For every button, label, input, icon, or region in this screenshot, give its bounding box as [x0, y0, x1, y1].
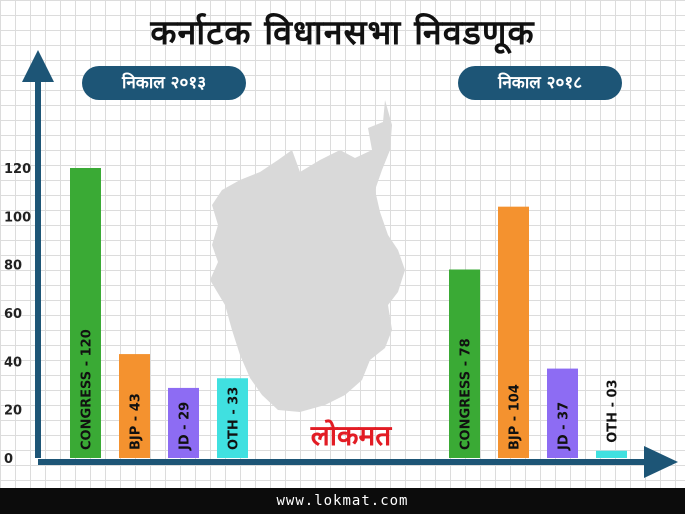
result-2013-label: निकाल २०१३ — [82, 66, 246, 100]
bar-label: JD - 29 — [178, 402, 193, 451]
y-tick-label: 100 — [4, 210, 31, 225]
bar-congress-0 — [70, 168, 101, 458]
karnataka-map-shape — [210, 95, 405, 412]
y-tick-label: 60 — [4, 307, 22, 322]
bar-jd-1 — [547, 368, 578, 458]
y-tick-label: 40 — [4, 355, 22, 370]
x-axis-arrow — [644, 446, 678, 478]
bar-bjp-1 — [498, 206, 529, 458]
lokmat-logo-text: लोकमत — [310, 419, 392, 450]
bar-bjp-0 — [119, 354, 150, 458]
lokmat-logo: लोकमत — [310, 419, 392, 450]
bar-congress-1 — [449, 269, 480, 458]
y-axis-arrow — [22, 50, 54, 82]
bar-chart: 0 20 40 60 80 100 120 CONGRESS - 120 BJP - 43 JD… — [4, 50, 678, 478]
bar-oth-1 — [596, 450, 627, 458]
bar-label: BJP - 104 — [508, 384, 523, 450]
chart-title: कर्नाटक विधानसभा निवडणूक — [150, 13, 535, 53]
bar-label: CONGRESS - 78 — [459, 338, 474, 450]
bar-oth-0 — [217, 378, 248, 458]
bar-label: JD - 37 — [557, 402, 572, 451]
bar-label: CONGRESS - 120 — [80, 329, 95, 450]
bar-label: BJP - 43 — [129, 393, 144, 450]
y-tick-label: 20 — [4, 404, 22, 419]
bar-label: OTH - 03 — [606, 379, 621, 442]
result-2018-label: निकाल २०१८ — [458, 66, 622, 100]
bar-jd-0 — [168, 387, 199, 458]
y-tick-label: 80 — [4, 259, 22, 274]
bar-label: OTH - 33 — [227, 387, 242, 450]
footer-url: www.lokmat.com — [0, 488, 685, 514]
y-tick-label: 0 — [4, 452, 13, 467]
y-tick-label: 120 — [4, 162, 31, 177]
